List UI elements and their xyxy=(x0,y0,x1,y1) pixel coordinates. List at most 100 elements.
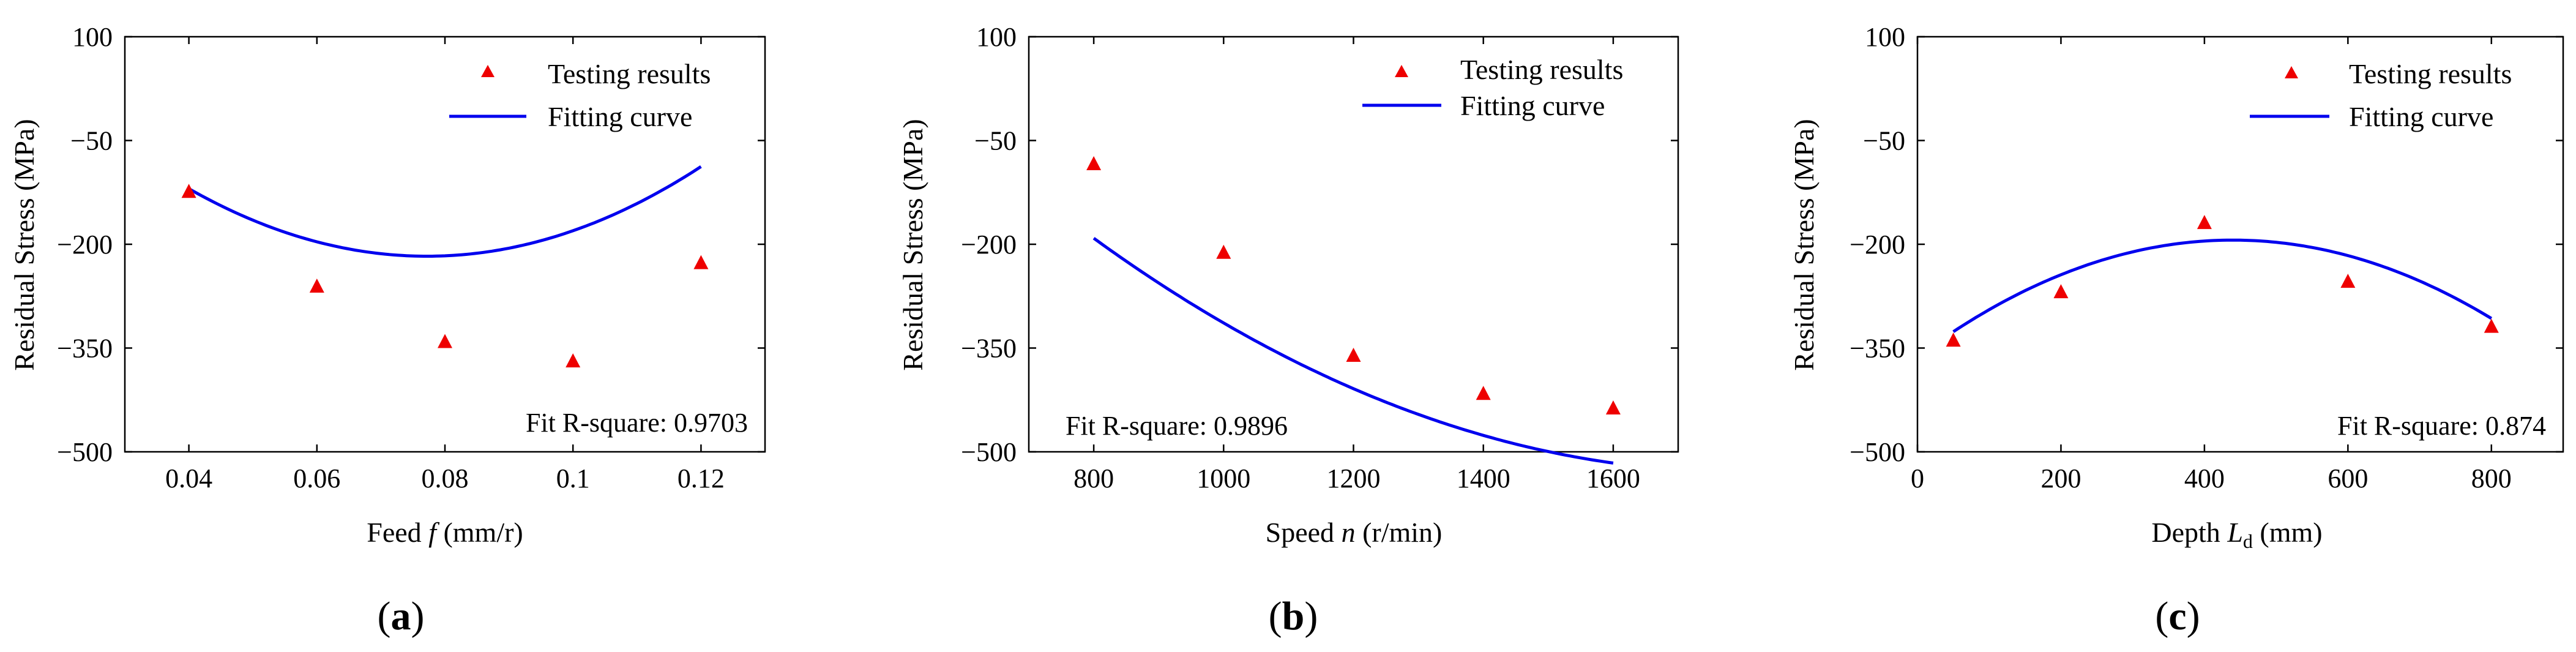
data-point-triangle xyxy=(2197,215,2212,230)
legend-marker-triangle xyxy=(2285,66,2298,78)
panel-letter: b xyxy=(1282,594,1305,639)
x-tick-label: 0.06 xyxy=(293,463,340,493)
panel-b: 100 −50 −200 −350 −500 800 1000 1200 1400 1600 T… xyxy=(897,22,1679,639)
y-tick-label: 100 xyxy=(72,22,113,52)
y-tick-label: −500 xyxy=(57,437,113,467)
fit-r-square: Fit R-square: 0.9703 xyxy=(526,408,748,438)
data-point-triangle xyxy=(1086,156,1102,171)
x-label-suffix: (mm/r) xyxy=(436,517,523,548)
legend-label-testing-results: Testing results xyxy=(1460,54,1623,85)
y-tick-label: −500 xyxy=(961,437,1017,467)
panel-letter: c xyxy=(2168,594,2186,639)
y-tick-labels: 100 −50 −200 −350 −500 xyxy=(57,22,113,467)
panel-label: (b) xyxy=(1269,594,1318,639)
x-axis-label: Depth Ld (mm) xyxy=(2151,517,2322,552)
y-axis-label: Residual Stress (MPa) xyxy=(1788,119,1820,370)
x-tick-label: 800 xyxy=(1073,463,1114,493)
x-label-suffix: (mm) xyxy=(2253,517,2323,548)
x-tick-label: 1000 xyxy=(1197,463,1250,493)
plot-frame xyxy=(1916,36,2564,453)
y-tick-labels: 100 −50 −200 −350 −500 xyxy=(961,22,1017,467)
y-tick-label: 100 xyxy=(1865,22,1905,52)
panel-letter: a xyxy=(391,594,411,639)
legend: Testing results Fitting curve xyxy=(1362,54,1623,121)
legend: Testing results Fitting curve xyxy=(449,58,711,132)
data-point-triangle xyxy=(566,353,581,368)
x-tick-label: 400 xyxy=(2184,463,2225,493)
x-tick-label: 1600 xyxy=(1586,463,1640,493)
x-tick-label: 0.08 xyxy=(422,463,469,493)
data-point-triangle xyxy=(309,279,324,293)
fitting-curve-line xyxy=(1952,238,2493,333)
data-point-triangle xyxy=(2053,284,2069,299)
y-tick-label: −200 xyxy=(1850,230,1905,260)
fitting-curve-line xyxy=(188,165,702,258)
x-tick-label: 1200 xyxy=(1327,463,1381,493)
y-tick-label: −200 xyxy=(57,230,113,260)
panel-label: (a) xyxy=(378,594,425,639)
data-point-triangle xyxy=(1605,400,1621,414)
data-point-triangle xyxy=(1346,348,1361,362)
y-tick-label: −50 xyxy=(1863,126,1905,156)
tick-marks xyxy=(125,36,765,453)
y-tick-label: −50 xyxy=(974,126,1017,156)
y-axis-label: Residual Stress (MPa) xyxy=(897,119,928,370)
fitting-curve xyxy=(188,165,702,258)
y-tick-label: −350 xyxy=(961,334,1017,364)
legend-label-testing-results: Testing results xyxy=(2349,58,2512,89)
x-axis-label: Feed f (mm/r) xyxy=(367,517,523,548)
x-label-subscript: d xyxy=(2243,530,2253,552)
x-axis-label: Speed n (r/min) xyxy=(1266,517,1443,548)
legend: Testing results Fitting curve xyxy=(2250,58,2512,132)
x-tick-label: 0.1 xyxy=(556,463,590,493)
x-tick-label: 0.12 xyxy=(678,463,725,493)
y-tick-labels: 100 −50 −200 −350 −500 xyxy=(1850,22,1905,467)
y-tick-label: −500 xyxy=(1850,437,1905,467)
fit-r-square: Fit R-square: 0.9896 xyxy=(1066,411,1288,441)
legend-label-fitting-curve: Fitting curve xyxy=(1460,90,1605,121)
x-label-suffix: (r/min) xyxy=(1356,517,1443,548)
y-tick-label: −50 xyxy=(70,126,113,156)
x-tick-label: 600 xyxy=(2328,463,2368,493)
x-label-prefix: Depth xyxy=(2151,517,2227,548)
data-point-triangle xyxy=(1216,244,1231,259)
legend-marker-triangle xyxy=(1395,65,1408,77)
x-label-variable: n xyxy=(1342,517,1356,548)
data-point-triangle xyxy=(1476,386,1491,400)
y-axis-label: Residual Stress (MPa) xyxy=(9,119,40,370)
x-tick-label: 1400 xyxy=(1457,463,1510,493)
legend-label-testing-results: Testing results xyxy=(548,58,711,89)
fitting-curve-line xyxy=(1092,237,1614,465)
y-tick-label: −350 xyxy=(1850,334,1905,364)
legend-label-fitting-curve: Fitting curve xyxy=(548,101,692,132)
x-tick-label: 0.04 xyxy=(165,463,212,493)
panel-label: (c) xyxy=(2155,594,2200,639)
testing-results-markers xyxy=(181,184,709,368)
x-label-prefix: Speed xyxy=(1266,517,1342,548)
panel-c: 100 −50 −200 −350 −500 0 200 400 600 800 Testing… xyxy=(1788,22,2564,639)
fitting-curve xyxy=(1952,238,2493,333)
fitting-curve xyxy=(1092,237,1614,465)
y-tick-label: −200 xyxy=(961,230,1017,260)
legend-label-fitting-curve: Fitting curve xyxy=(2349,101,2493,132)
fit-r-square: Fit R-square: 0.874 xyxy=(2337,411,2546,441)
data-point-triangle xyxy=(693,255,709,269)
x-tick-label: 0 xyxy=(1911,463,1924,493)
x-tick-label: 200 xyxy=(2040,463,2081,493)
x-label-prefix: Feed xyxy=(367,517,428,548)
data-point-triangle xyxy=(2340,274,2356,288)
plot-frame xyxy=(124,36,766,453)
x-tick-labels: 800 1000 1200 1400 1600 xyxy=(1073,463,1640,493)
y-tick-label: −350 xyxy=(57,334,113,364)
data-point-triangle xyxy=(181,184,196,198)
tick-marks xyxy=(1029,36,1678,453)
tick-marks xyxy=(1916,36,2563,453)
data-point-triangle xyxy=(1946,332,1961,347)
x-label-variable: L xyxy=(2227,517,2243,548)
x-tick-labels: 0.04 0.06 0.08 0.1 0.12 xyxy=(165,463,725,493)
testing-results-markers xyxy=(1086,156,1621,414)
x-tick-label: 800 xyxy=(2471,463,2512,493)
data-point-triangle xyxy=(438,334,452,348)
y-tick-label: 100 xyxy=(976,22,1017,52)
